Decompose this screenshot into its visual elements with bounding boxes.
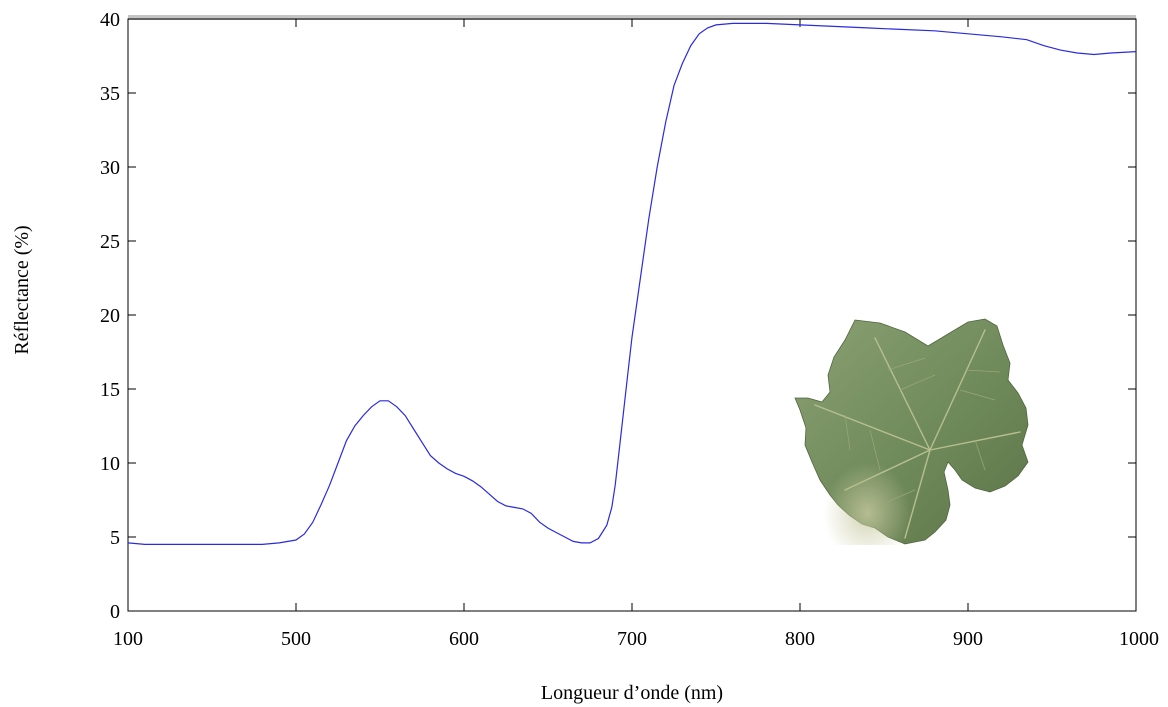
y-tick-label: 15 [100, 379, 120, 401]
x-tick-label: 800 [785, 628, 815, 650]
y-tick-label: 20 [100, 305, 120, 327]
vine-leaf-illustration [794, 318, 1029, 545]
x-tick-label: 600 [449, 628, 479, 650]
y-tick-label: 25 [100, 231, 120, 253]
y-tick-label: 35 [100, 83, 120, 105]
y-tick-label: 5 [110, 527, 120, 549]
reflectance-series-line [127, 22, 1137, 545]
y-tick-label: 10 [100, 453, 120, 475]
x-tick-label: 100 [113, 628, 143, 650]
y-tick-label: 30 [100, 157, 120, 179]
y-axis-label: Réflectance (%) [11, 225, 33, 354]
y-axis: 0 5 10 15 20 25 30 35 40 [100, 9, 1136, 623]
y-tick-label: 0 [110, 601, 120, 623]
x-tick-label: 1000 [1119, 628, 1159, 650]
x-tick-label: 900 [953, 628, 983, 650]
y-tick-label: 40 [100, 9, 120, 31]
plot-top-bar [128, 15, 1136, 20]
x-tick-label: 700 [617, 628, 647, 650]
x-axis: 100 500 600 700 800 900 1000 [113, 19, 1159, 650]
x-tick-label: 500 [281, 628, 311, 650]
plot-frame [127, 18, 1137, 612]
x-axis-label: Longueur d’onde (nm) [541, 682, 723, 704]
